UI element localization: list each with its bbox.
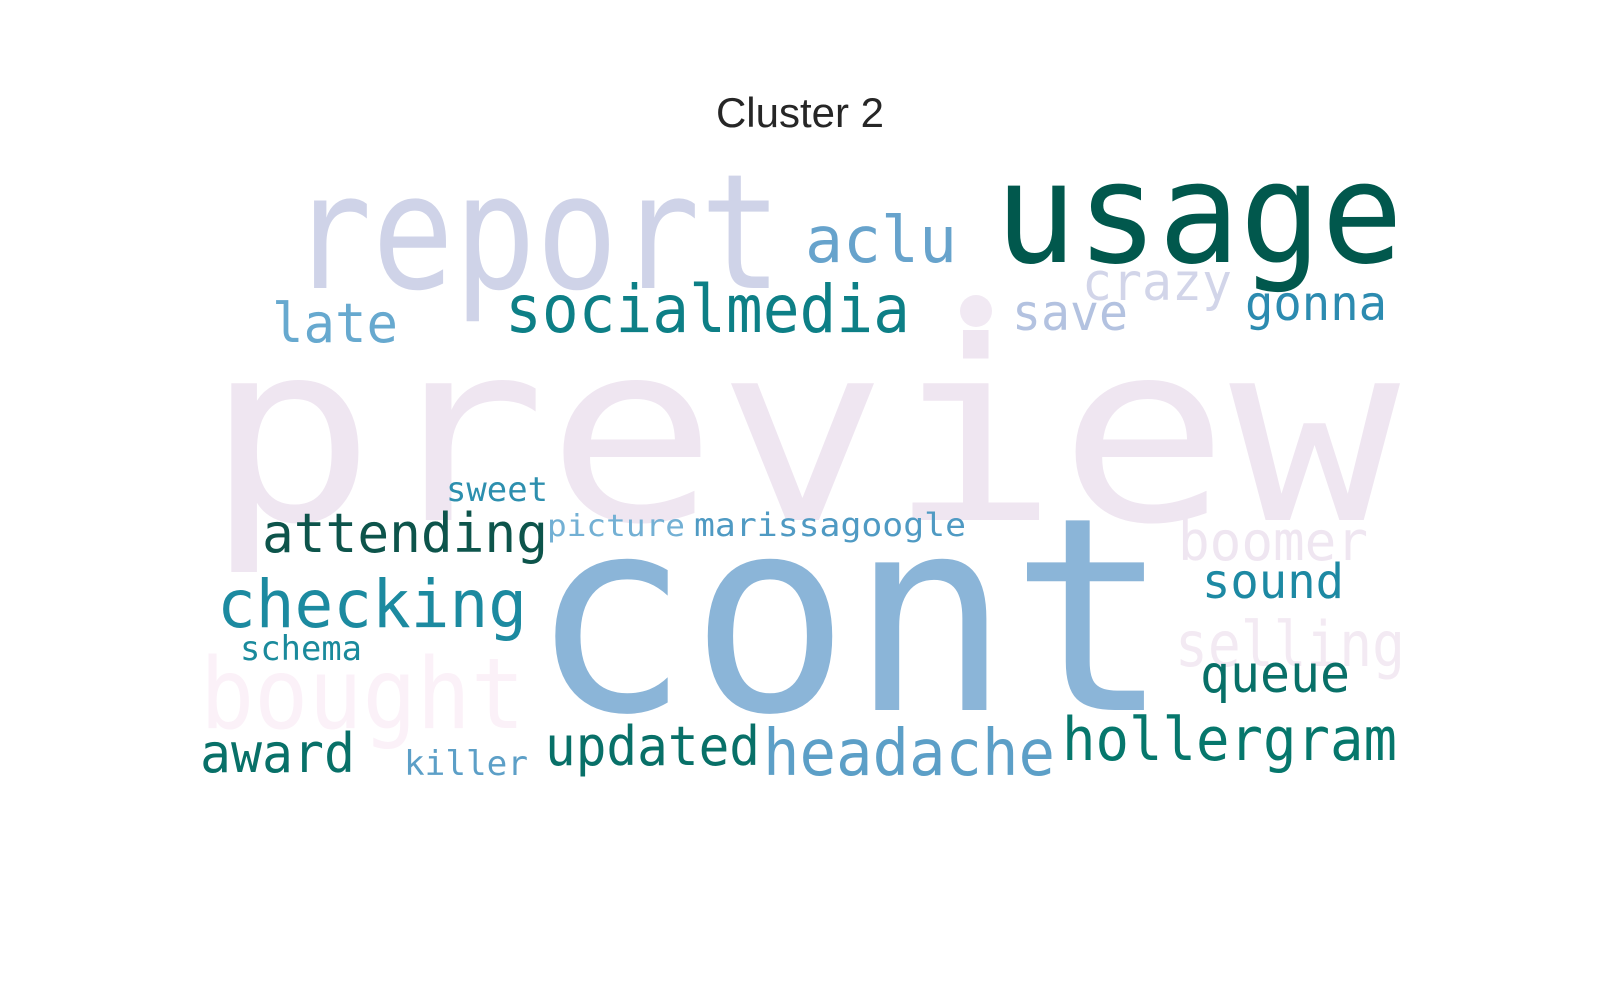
word-crazy: crazy xyxy=(1082,253,1232,313)
word-award: award xyxy=(200,722,355,785)
word-socialmedia: socialmedia xyxy=(505,271,910,348)
word-schema: schema xyxy=(240,629,362,669)
word-selling: selling xyxy=(1175,608,1405,681)
word-marissagoogle: marissagoogle xyxy=(694,506,966,544)
word-sound: sound xyxy=(1202,554,1344,610)
word-updated: updated xyxy=(545,715,760,778)
word-usage: usage xyxy=(995,133,1403,296)
word-bought: bought xyxy=(200,638,525,752)
word-preview: preview xyxy=(205,288,1401,579)
word-attending: attending xyxy=(262,502,548,565)
word-aclu: aclu xyxy=(805,204,957,278)
word-save: save xyxy=(1012,284,1128,342)
word-dot-mark xyxy=(960,295,992,327)
chart-title: Cluster 2 xyxy=(715,89,885,136)
word-report: report xyxy=(290,139,782,326)
word-gonna: gonna xyxy=(1245,276,1387,332)
word-cont: cont xyxy=(530,459,1170,774)
word-late: late xyxy=(272,292,398,355)
word-killer: killer xyxy=(404,744,528,784)
word-headache: headache xyxy=(763,717,1055,791)
word-hollergram: hollergram xyxy=(1062,705,1397,775)
word-queue: queue xyxy=(1200,645,1350,705)
word-checking: checking xyxy=(217,566,527,643)
word-sweet: sweet xyxy=(446,470,548,510)
word-picture: picture xyxy=(547,509,685,544)
word-boomer: boomer xyxy=(1178,510,1368,573)
